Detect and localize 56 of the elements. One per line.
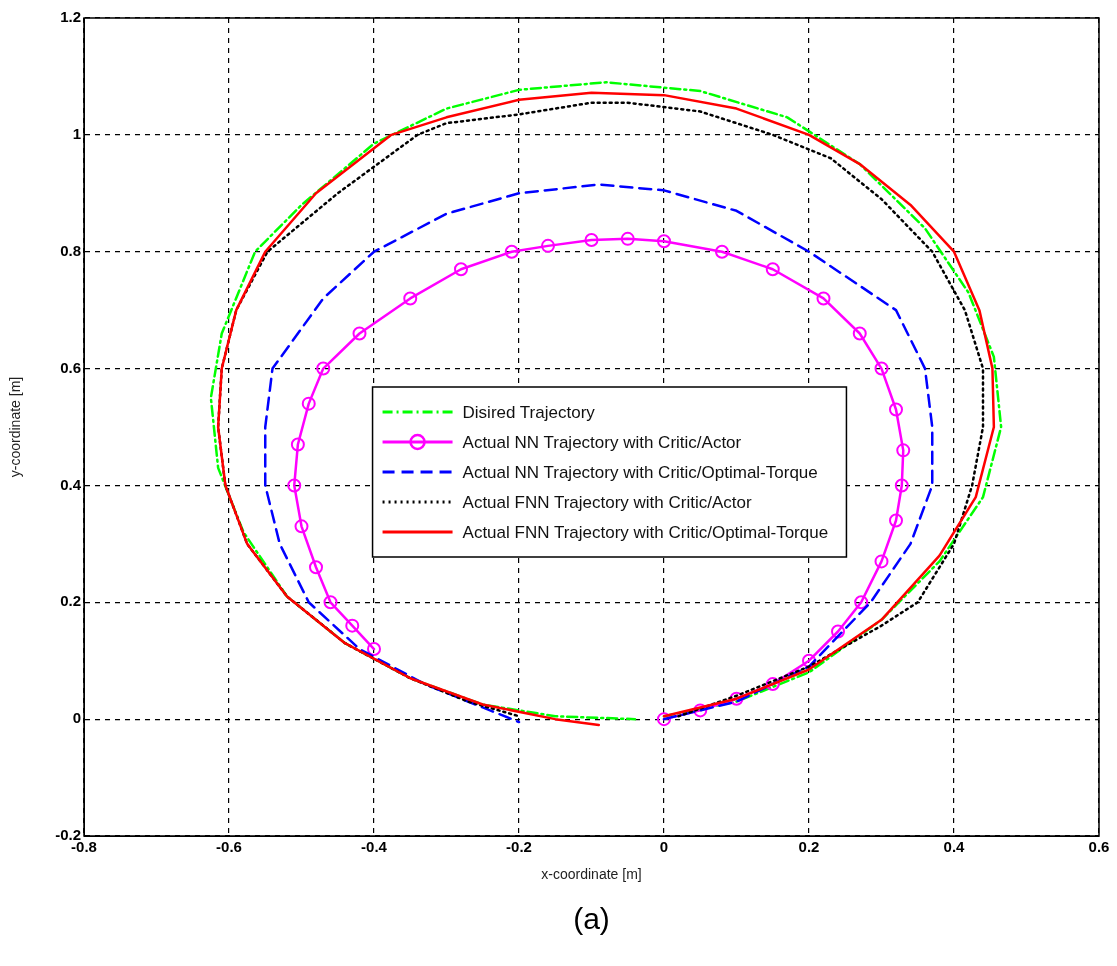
point	[323, 595, 338, 610]
point	[896, 443, 911, 458]
y-tick-label: 1	[72, 125, 81, 142]
point	[620, 231, 635, 246]
point	[287, 478, 302, 493]
point	[693, 703, 708, 718]
x-tick-label: -0.6	[216, 838, 242, 856]
x-tick-label: 0.4	[943, 838, 966, 856]
point	[290, 437, 305, 452]
y-axis-title: y-coordinate [m]	[7, 376, 24, 478]
point	[765, 677, 780, 692]
point	[894, 478, 909, 493]
point	[854, 595, 869, 610]
point	[352, 326, 367, 341]
legend-label: Actual FNN Trajectory with Critic/Optimal-Torque	[462, 522, 829, 542]
point	[874, 554, 889, 569]
x-tick-label: -0.4	[361, 838, 388, 856]
point	[367, 642, 381, 657]
point	[294, 519, 309, 534]
point	[541, 238, 555, 253]
text: (a)	[573, 902, 610, 936]
point	[715, 244, 729, 259]
y-tick-label: 0.6	[60, 358, 81, 376]
point	[301, 396, 316, 411]
x-tick-label: 0	[659, 838, 669, 856]
point	[889, 402, 903, 417]
point	[345, 618, 360, 633]
x-tick-label: -0.2	[506, 838, 532, 856]
point	[765, 262, 780, 277]
point	[729, 691, 744, 706]
point	[657, 234, 671, 249]
y-tick-label: 0	[72, 709, 81, 727]
point	[874, 361, 889, 376]
x-tick-label: 0.6	[1088, 838, 1110, 856]
legend-label: Actual NN Trajectory with Critic/Optimal-Torque	[462, 462, 818, 482]
point	[816, 291, 831, 306]
y-tick-label: 0.8	[60, 241, 81, 259]
point	[584, 233, 599, 248]
point	[403, 291, 418, 306]
point	[889, 513, 903, 528]
x-tick-label: 0.2	[798, 838, 820, 856]
point	[316, 361, 331, 376]
legend-label: Disired Trajectory	[462, 402, 596, 422]
legend-label: Actual NN Trajectory with Critic/Actor	[462, 432, 742, 452]
point	[657, 712, 671, 727]
point	[309, 560, 323, 575]
point	[831, 624, 845, 639]
point	[802, 653, 816, 668]
y-tick-label: 0.2	[60, 592, 81, 610]
legend-label: Actual FNN Trajectory with Critic/Actor	[462, 492, 752, 512]
y-tick-label: 1.2	[60, 8, 81, 26]
point	[454, 262, 468, 277]
point	[504, 244, 519, 259]
point	[852, 326, 867, 341]
x-axis-title: x-coordinate [m]	[541, 866, 642, 883]
y-tick-label: 0.4	[60, 475, 82, 493]
